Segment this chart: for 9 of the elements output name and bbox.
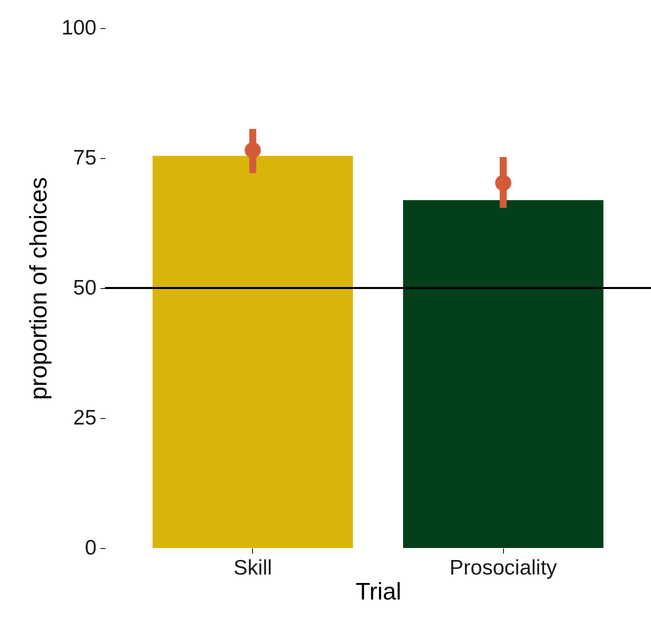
x-tick-label: Skill	[234, 556, 272, 580]
y-tick-label: 50	[73, 276, 96, 300]
x-tick-label: Prosociality	[450, 556, 558, 580]
y-tick-label: 25	[73, 406, 96, 430]
y-tick-label: 75	[73, 146, 96, 170]
y-tick-label: 100	[61, 16, 96, 40]
y-axis-title: proportion of choices	[25, 177, 52, 400]
x-axis-title: Trial	[356, 578, 402, 606]
y-tick-label: 0	[84, 536, 96, 560]
